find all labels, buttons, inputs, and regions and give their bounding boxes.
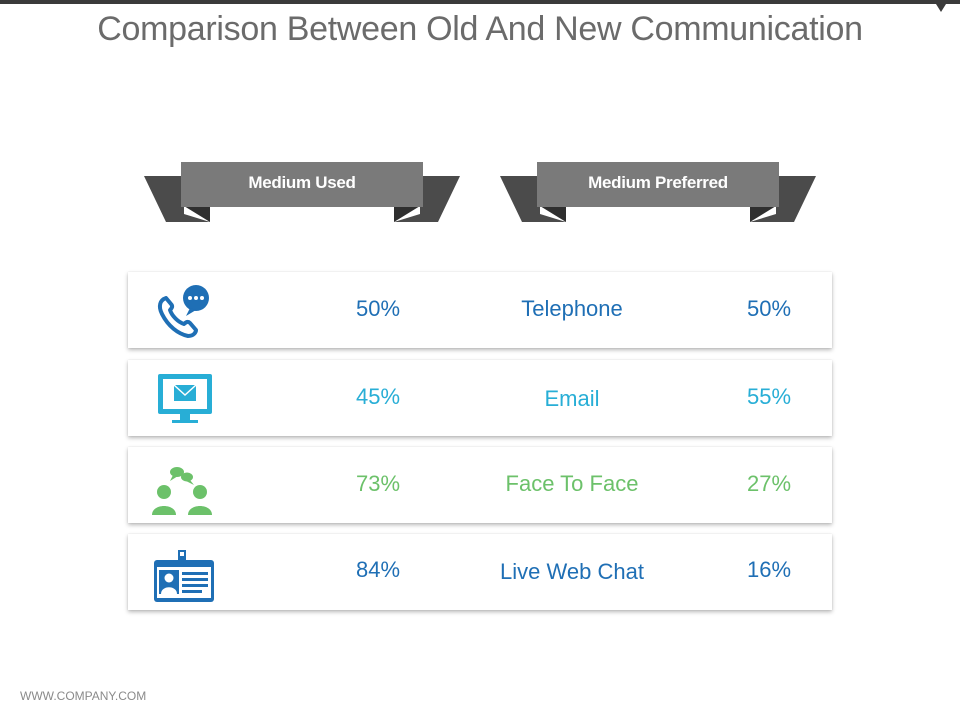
row-face-to-face: 73% Face To Face 27% [128, 447, 832, 523]
top-bar [0, 0, 960, 4]
ribbon-shape [144, 162, 460, 222]
preferred-value: 55% [746, 384, 792, 409]
preferred-value: 27% [746, 471, 792, 496]
footer-url: WWW.COMPANY.COM [20, 689, 147, 703]
ribbon-medium-preferred: Medium Preferred [500, 162, 816, 224]
ribbon-label-used: Medium Used [248, 173, 356, 192]
preferred-value: 16% [746, 557, 792, 582]
used-value: 45% [355, 384, 401, 409]
preferred-value: 50% [746, 296, 792, 321]
used-value: 50% [355, 296, 401, 321]
used-value: 73% [355, 471, 401, 496]
medium-label: Telephone [521, 296, 623, 321]
row-email: 45% Email 55% [128, 360, 832, 436]
used-value: 84% [355, 557, 401, 582]
people-talk-icon [150, 455, 214, 515]
top-bar-notch [936, 4, 946, 12]
medium-label: Live Web Chat [500, 559, 644, 584]
row-live-web-chat: 84% Live Web Chat 16% [128, 534, 832, 610]
ribbon-label-preferred: Medium Preferred [588, 173, 728, 192]
ribbon-shape [500, 162, 816, 222]
id-card-icon [150, 542, 214, 602]
medium-label: Face To Face [505, 471, 639, 496]
row-telephone: 50% Telephone 50% [128, 272, 832, 348]
page-title: Comparison Between Old And New Communica… [97, 10, 863, 48]
ribbon-medium-used: Medium Used [144, 162, 460, 224]
phone-chat-icon [150, 280, 214, 340]
monitor-mail-icon [150, 368, 214, 428]
medium-label: Email [544, 386, 600, 411]
